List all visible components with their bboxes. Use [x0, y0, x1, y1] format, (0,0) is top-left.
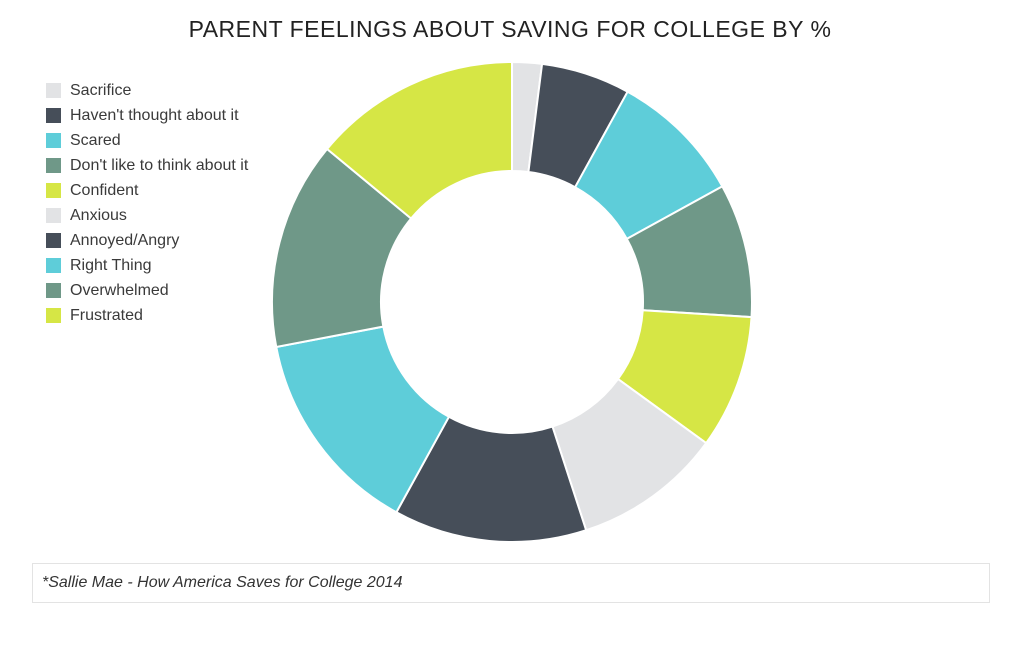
legend-label: Confident: [70, 181, 139, 199]
source-text: *Sallie Mae - How America Saves for Coll…: [42, 574, 403, 591]
legend-label: Anxious: [70, 206, 127, 224]
legend-label: Don't like to think about it: [70, 156, 249, 174]
source-note: *Sallie Mae - How America Saves for Coll…: [32, 563, 990, 603]
legend-label: Scared: [70, 131, 121, 149]
legend-swatch: [46, 183, 61, 198]
legend-swatch: [46, 283, 61, 298]
legend-item[interactable]: Scared: [46, 128, 248, 153]
legend-item[interactable]: Haven't thought about it: [46, 103, 248, 128]
legend-swatch: [46, 258, 61, 273]
legend-item[interactable]: Overwhelmed: [46, 278, 248, 303]
legend-label: Overwhelmed: [70, 281, 169, 299]
legend-item[interactable]: Right Thing: [46, 253, 248, 278]
chart-title: PARENT FEELINGS ABOUT SAVING FOR COLLEGE…: [188, 16, 832, 42]
legend-swatch: [46, 208, 61, 223]
legend-swatch: [46, 133, 61, 148]
legend-item[interactable]: Don't like to think about it: [46, 153, 248, 178]
legend-item[interactable]: Sacrifice: [46, 78, 248, 103]
legend-item[interactable]: Confident: [46, 178, 248, 203]
donut-slice[interactable]: [325, 60, 513, 220]
legend-swatch: [46, 158, 61, 173]
legend-swatch: [46, 233, 61, 248]
legend-label: Annoyed/Angry: [70, 231, 180, 249]
legend-swatch: [46, 108, 61, 123]
legend-swatch: [46, 83, 61, 98]
legend-label: Right Thing: [70, 256, 152, 274]
legend-label: Haven't thought about it: [70, 106, 239, 124]
legend-item[interactable]: Frustrated: [46, 303, 248, 328]
legend-label: Frustrated: [70, 306, 143, 324]
legend-swatch: [46, 308, 61, 323]
legend: Sacrifice Haven't thought about it Scared D…: [46, 78, 248, 328]
legend-item[interactable]: Annoyed/Angry: [46, 228, 248, 253]
legend-item[interactable]: Anxious: [46, 203, 248, 228]
legend-label: Sacrifice: [70, 81, 132, 99]
donut-chart: [271, 60, 753, 543]
